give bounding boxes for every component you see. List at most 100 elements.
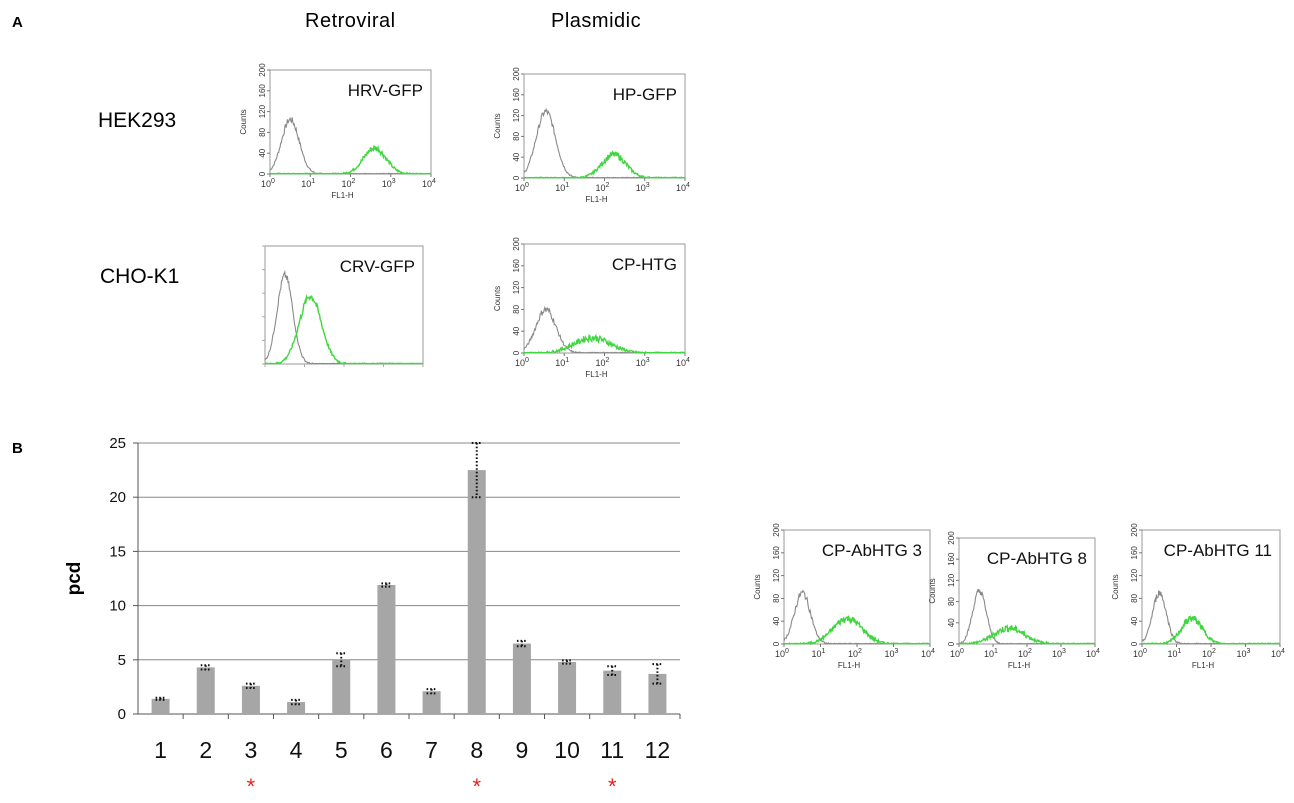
x-tick-label-1: 1: [154, 737, 167, 763]
x-tick-label: 103: [1237, 648, 1251, 659]
x-tick-label: 100: [775, 648, 789, 659]
x-tick-label-6: 6: [380, 737, 393, 763]
y-tick-label: 40: [947, 618, 956, 627]
y-tick-label: 160: [512, 259, 521, 273]
x-axis-label: FL1-H: [1192, 661, 1214, 670]
x-tick-label-3: 3: [245, 737, 258, 763]
gfp-trace-cp-abhtg-11: [1142, 614, 1281, 646]
x-tick-label: 103: [1052, 648, 1066, 659]
x-tick-label: 103: [382, 178, 396, 189]
significance-star-3: *: [247, 774, 256, 799]
bar-8: [467, 470, 486, 714]
x-tick-label: 103: [636, 182, 650, 193]
y-tick-label: 5: [118, 652, 126, 669]
x-tick-label: 102: [342, 178, 356, 189]
x-tick-label: 100: [515, 357, 529, 368]
panel-b-letter: B: [12, 440, 23, 457]
y-tick-label: 80: [512, 131, 521, 140]
y-tick-label: 160: [258, 84, 267, 98]
y-tick-label: 200: [258, 63, 267, 77]
y-axis-label: Counts: [1111, 574, 1120, 599]
histogram-cp-abhtg-11: CP-AbHTG 11 0 40 80 120 160 200 Counts 100 101 102…: [1111, 523, 1285, 670]
y-tick-label: 25: [109, 435, 126, 452]
bar-11: [603, 670, 622, 714]
bar-2: [196, 667, 215, 714]
gfp-trace-hrv-gfp: [269, 144, 432, 175]
y-tick-label: 0: [512, 350, 521, 355]
bar-7: [422, 691, 441, 714]
gfp-trace-crv-gfp: [264, 293, 424, 365]
x-tick-label: 104: [921, 648, 935, 659]
x-tick-label: 100: [1133, 648, 1147, 659]
row-header-cho-k1: CHO-K1: [100, 265, 180, 288]
y-tick-label: 15: [109, 543, 126, 560]
x-tick-label-12: 12: [645, 737, 671, 763]
y-tick-label: 0: [258, 171, 267, 176]
x-tick-label: 101: [1168, 648, 1182, 659]
histogram-frame: [958, 537, 1096, 645]
bar-10: [558, 661, 577, 714]
x-tick-label-2: 2: [199, 737, 212, 763]
column-header-retroviral: Retroviral: [305, 10, 396, 32]
significance-star-11: *: [608, 774, 617, 799]
y-axis-label: Counts: [239, 109, 248, 134]
gfp-trace-hp-gfp: [524, 149, 686, 179]
bar-6: [377, 585, 396, 714]
x-tick-label: 104: [1086, 648, 1100, 659]
histogram-label-cp-abhtg-3: CP-AbHTG 3: [822, 541, 922, 560]
y-tick-label: 120: [772, 568, 781, 582]
histogram-label-crv-gfp: CRV-GFP: [340, 257, 415, 276]
gfp-trace-cp-htg: [524, 333, 685, 354]
y-tick-label: 120: [258, 104, 267, 118]
y-tick-label: 80: [512, 304, 521, 313]
x-axis-label: FL1-H: [585, 195, 607, 204]
y-tick-label: 120: [947, 573, 956, 587]
x-tick-label-11: 11: [600, 737, 624, 763]
x-axis-label: FL1-H: [838, 661, 860, 670]
y-tick-label: 80: [772, 593, 781, 602]
histogram-label-cp-htg: CP-HTG: [612, 255, 677, 274]
y-tick-label: 120: [512, 280, 521, 294]
histogram-label-hp-gfp: HP-GFP: [613, 85, 677, 104]
y-tick-label: 0: [947, 641, 956, 646]
y-tick-label: 120: [1130, 568, 1139, 582]
x-tick-label: 102: [596, 182, 610, 193]
y-tick-label: 80: [947, 597, 956, 606]
y-tick-label: 120: [512, 108, 521, 122]
bar-9: [512, 643, 531, 714]
y-tick-label: 160: [1130, 546, 1139, 560]
y-tick-label: 40: [1130, 616, 1139, 625]
x-tick-label-5: 5: [335, 737, 348, 763]
histogram-cp-htg: CP-HTG 0 40 80 120 160 200 Counts 100 101 102 103 10…: [493, 237, 690, 379]
x-tick-label-9: 9: [516, 737, 529, 763]
y-tick-label: 200: [772, 523, 781, 537]
y-tick-label: 200: [947, 531, 956, 545]
x-tick-label: 102: [596, 357, 610, 368]
x-tick-label: 104: [422, 178, 436, 189]
y-tick-label: 160: [512, 88, 521, 102]
y-axis-label: Counts: [493, 113, 502, 138]
x-axis-label: FL1-H: [585, 370, 607, 379]
histogram-label-cp-abhtg-8: CP-AbHTG 8: [987, 549, 1087, 568]
x-tick-label: 101: [555, 182, 569, 193]
x-tick-label: 104: [676, 182, 690, 193]
y-tick-label: 80: [258, 127, 267, 136]
bar-4: [287, 702, 306, 714]
x-tick-label: 101: [984, 648, 998, 659]
histogram-crv-gfp: CRV-GFP: [262, 245, 424, 367]
x-axis-label: FL1-H: [331, 191, 353, 200]
y-axis-label: Counts: [493, 286, 502, 311]
y-tick-label: 80: [1130, 593, 1139, 602]
y-tick-label: 40: [512, 152, 521, 161]
significance-star-8: *: [472, 774, 481, 799]
x-tick-label: 100: [515, 182, 529, 193]
x-tick-label: 101: [301, 178, 315, 189]
y-tick-label: 40: [258, 148, 267, 157]
bar-1: [151, 698, 170, 714]
x-tick-label: 100: [261, 178, 275, 189]
y-tick-label: 0: [118, 706, 126, 723]
y-tick-label: 0: [772, 641, 781, 646]
x-tick-label: 102: [848, 648, 862, 659]
x-tick-label: 101: [812, 648, 826, 659]
y-tick-label: 40: [772, 616, 781, 625]
